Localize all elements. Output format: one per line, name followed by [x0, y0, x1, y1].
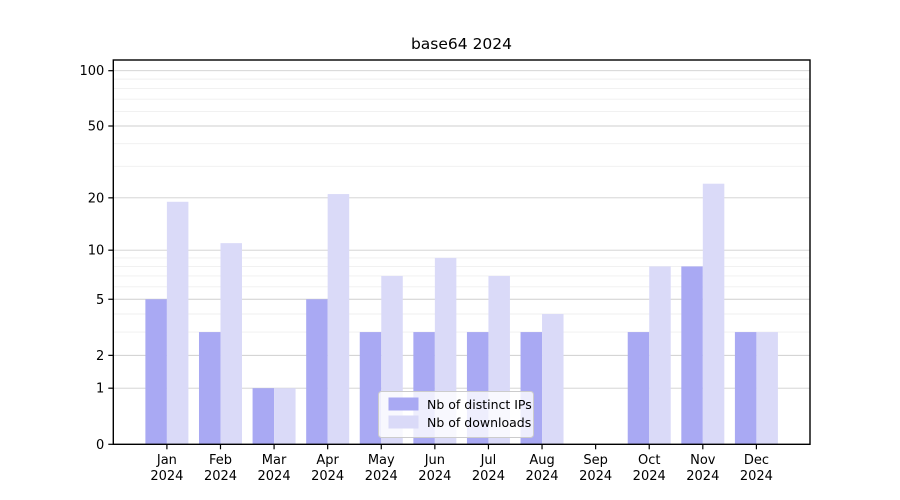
x-tick-label-year: 2024 [258, 469, 291, 484]
x-tick-label-month: Nov [690, 453, 716, 468]
y-tick-label: 10 [88, 244, 105, 259]
x-tick-label-year: 2024 [311, 469, 344, 484]
x-tick-label-year: 2024 [365, 469, 398, 484]
x-tick-label-year: 2024 [686, 469, 719, 484]
bar-nb-of-distinct-ips-feb [198, 332, 221, 445]
x-tick-label-month: Jun [424, 453, 445, 468]
x-tick-label-year: 2024 [418, 469, 451, 484]
x-tick-label-year: 2024 [579, 469, 612, 484]
y-tick-label: 2 [96, 349, 104, 364]
y-tick-label: 100 [79, 64, 104, 79]
x-tick-label-year: 2024 [204, 469, 237, 484]
bar-nb-of-downloads-mar [274, 388, 296, 445]
x-tick-label-year: 2024 [472, 469, 505, 484]
x-tick-label-year: 2024 [525, 469, 558, 484]
x-tick-label-month: May [368, 453, 395, 468]
legend-label-nb-of-distinct-ips: Nb of distinct IPs [427, 397, 532, 412]
legend-swatch-nb-of-downloads [388, 415, 419, 429]
legend-swatch-nb-of-distinct-ips [388, 397, 419, 411]
x-tick-label-month: Jan [156, 453, 177, 468]
legend-label-nb-of-downloads: Nb of downloads [427, 415, 531, 430]
y-tick-label: 5 [96, 293, 104, 308]
y-tick-label: 1 [96, 382, 104, 397]
y-tick-label: 50 [88, 120, 105, 135]
x-tick-label-month: Sep [583, 453, 608, 468]
bar-nb-of-distinct-ips-apr [306, 299, 328, 445]
bar-nb-of-downloads-aug [542, 314, 564, 445]
y-tick-label: 0 [96, 438, 104, 453]
bar-nb-of-distinct-ips-mar [252, 388, 275, 445]
bar-nb-of-distinct-ips-may [359, 332, 382, 445]
x-tick-label-month: Aug [529, 453, 554, 468]
x-tick-label-year: 2024 [150, 469, 183, 484]
x-tick-label-month: Dec [744, 453, 769, 468]
bar-nb-of-downloads-dec [756, 332, 778, 445]
y-tick-label: 20 [88, 191, 105, 206]
x-tick-label-month: Jul [480, 453, 497, 468]
x-tick-label-month: Apr [316, 453, 339, 468]
x-tick-label-year: 2024 [633, 469, 666, 484]
bar-nb-of-distinct-ips-oct [627, 332, 650, 445]
x-tick-label-month: Mar [262, 453, 287, 468]
bar-nb-of-distinct-ips-dec [734, 332, 757, 445]
bar-nb-of-downloads-nov [702, 183, 725, 445]
axes-frame [112, 59, 811, 445]
bar-nb-of-downloads-apr [327, 194, 350, 445]
bar-nb-of-distinct-ips-nov [681, 266, 703, 445]
x-tick-label-year: 2024 [740, 469, 773, 484]
chart-title: base64 2024 [410, 35, 513, 53]
bar-nb-of-downloads-feb [220, 243, 242, 445]
x-tick-label-month: Oct [638, 453, 660, 468]
x-tick-label-month: Feb [209, 453, 232, 468]
bar-nb-of-downloads-jan [166, 201, 189, 445]
bar-nb-of-distinct-ips-jan [145, 299, 167, 445]
bar-nb-of-downloads-oct [649, 266, 671, 445]
